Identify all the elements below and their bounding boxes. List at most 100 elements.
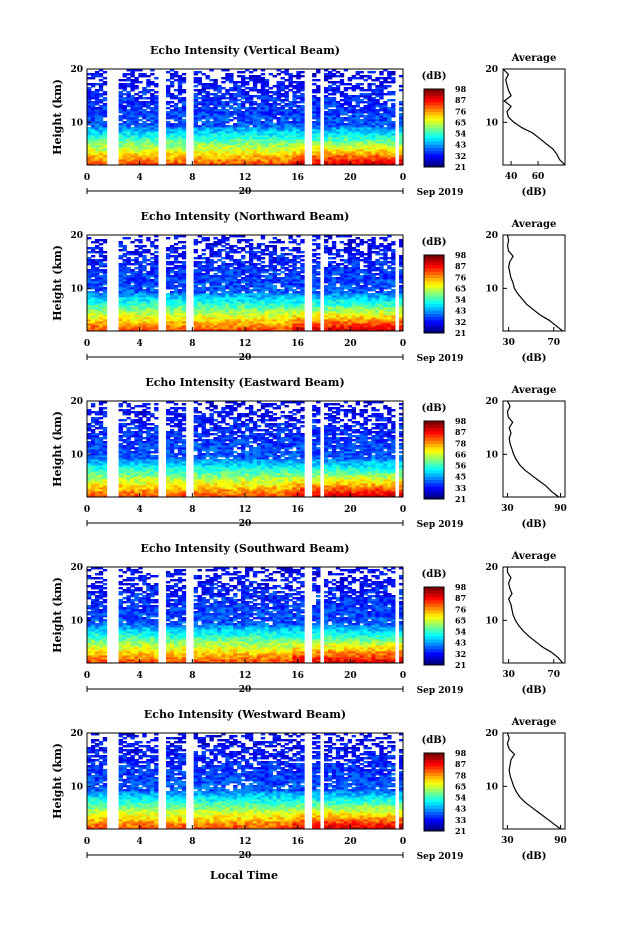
heatmap-cell — [300, 149, 305, 152]
heatmap-cell — [221, 95, 226, 98]
heatmap-cell — [126, 291, 131, 294]
heatmap-cell — [331, 141, 337, 144]
heatmap-cell — [138, 245, 143, 248]
heatmap-cell — [260, 129, 266, 132]
heatmap-cell — [225, 139, 230, 142]
heatmap-cell — [193, 285, 198, 288]
heatmap-cell — [260, 131, 266, 134]
heatmap-cell — [245, 93, 250, 96]
heatmap-cell — [264, 157, 270, 160]
heatmap-cell — [169, 135, 175, 138]
heatmap-cell — [118, 301, 123, 304]
heatmap-cell — [331, 133, 337, 136]
heatmap-cell — [383, 127, 388, 130]
heatmap-cell — [102, 139, 108, 142]
heatmap-cell — [347, 127, 353, 130]
heatmap-cell — [268, 161, 274, 164]
heatmap-cell — [138, 267, 143, 270]
heatmap-cell — [209, 161, 214, 164]
heatmap-cell — [363, 127, 368, 130]
heatmap-cell — [391, 123, 396, 126]
heatmap-cell — [221, 277, 226, 280]
heatmap-cell — [284, 79, 289, 82]
heatmap-cell — [399, 129, 404, 132]
heatmap-cell — [205, 153, 210, 156]
heatmap-cell — [90, 157, 96, 160]
heatmap-cell — [245, 107, 250, 110]
heatmap-cell — [355, 133, 360, 136]
heatmap-cell — [102, 163, 108, 166]
heatmap-cell — [197, 305, 202, 308]
heatmap-cell — [130, 293, 135, 296]
heatmap-cell — [248, 239, 254, 242]
heatmap-cell — [142, 317, 147, 320]
heatmap-cell — [205, 315, 210, 318]
heatmap-cell — [118, 151, 123, 154]
heatmap-cell — [122, 153, 127, 156]
heatmap-cell — [90, 321, 96, 324]
heatmap-cell — [248, 135, 254, 138]
heatmap-cell — [339, 135, 345, 138]
heatmap-cell — [252, 95, 258, 98]
heatmap-cell — [399, 133, 404, 136]
heatmap-cell — [201, 121, 206, 124]
heatmap-cell — [225, 301, 230, 304]
heatmap-cell — [339, 255, 345, 258]
heatmap-cell — [197, 131, 202, 134]
heatmap-cell — [268, 143, 274, 146]
heatmap-cell — [126, 307, 131, 310]
heatmap-cell — [122, 279, 127, 282]
heatmap-cell — [387, 151, 392, 154]
heatmap-cell — [150, 321, 155, 324]
heatmap-cell — [367, 161, 372, 164]
heatmap-cell — [126, 319, 131, 322]
heatmap-cell — [126, 269, 131, 272]
heatmap-cell — [122, 161, 127, 164]
heatmap-cell — [146, 81, 151, 84]
heatmap-cell — [237, 235, 242, 238]
heatmap-cell — [391, 133, 396, 136]
heatmap-cell — [300, 141, 305, 144]
heatmap-cell — [225, 275, 230, 278]
heatmap-cell — [118, 139, 123, 142]
heatmap-cell — [391, 99, 396, 102]
heatmap-cell — [87, 87, 92, 90]
heatmap-cell — [280, 163, 285, 166]
heatmap-cell — [122, 311, 127, 314]
heatmap-cell — [241, 327, 246, 330]
heatmap-cell — [335, 147, 341, 150]
heatmap-cell — [375, 159, 380, 162]
heatmap-cell — [181, 319, 187, 322]
heatmap-cell — [359, 159, 364, 162]
heatmap-cell — [284, 95, 289, 98]
heatmap-cell — [252, 307, 258, 310]
heatmap-cell — [284, 91, 289, 94]
heatmap-cell — [343, 129, 349, 132]
heatmap-cell — [166, 325, 171, 328]
heatmap-cell — [213, 93, 218, 96]
heatmap-cell — [221, 117, 226, 120]
heatmap-cell — [324, 69, 329, 72]
heatmap-cell — [90, 305, 96, 308]
heatmap-cell — [193, 111, 198, 114]
heatmap-cell — [391, 153, 396, 156]
heatmap-cell — [268, 105, 274, 108]
heatmap-cell — [134, 287, 139, 290]
heatmap-cell — [134, 121, 139, 124]
heatmap-cell — [205, 95, 210, 98]
heatmap-cell — [260, 123, 266, 126]
heatmap-cell — [209, 327, 214, 330]
heatmap-cell — [225, 323, 230, 326]
heatmap-cell — [205, 237, 210, 240]
heatmap-cell — [142, 157, 147, 160]
heatmap-cell — [339, 127, 345, 130]
heatmap-cell — [138, 261, 143, 264]
heatmap-cell — [146, 141, 151, 144]
colorbar-swatch — [424, 118, 444, 122]
heatmap-cell — [201, 145, 206, 148]
heatmap-cell — [367, 75, 372, 78]
heatmap-cell — [193, 157, 198, 160]
heatmap-cell — [316, 103, 321, 106]
heatmap-cell — [181, 305, 187, 308]
heatmap-cell — [248, 243, 254, 246]
